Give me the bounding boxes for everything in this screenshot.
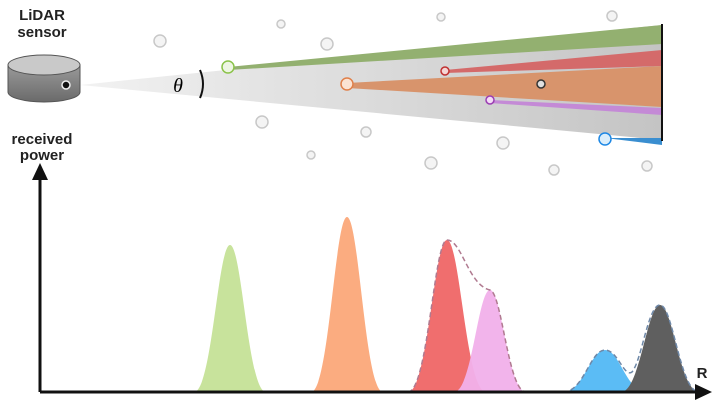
sensor-label-line: LiDAR xyxy=(19,7,65,24)
lidar-sensor xyxy=(7,54,81,103)
axes xyxy=(32,163,712,400)
y-axis-label-line: received xyxy=(12,131,73,148)
x-axis-label: R xyxy=(697,365,708,382)
y-axis-label-line: power xyxy=(20,147,64,164)
beam xyxy=(80,24,663,146)
peaks xyxy=(194,217,700,393)
background-dots xyxy=(153,10,653,176)
angle-label: θ xyxy=(173,75,183,97)
sensor-label-line: sensor xyxy=(17,24,66,41)
